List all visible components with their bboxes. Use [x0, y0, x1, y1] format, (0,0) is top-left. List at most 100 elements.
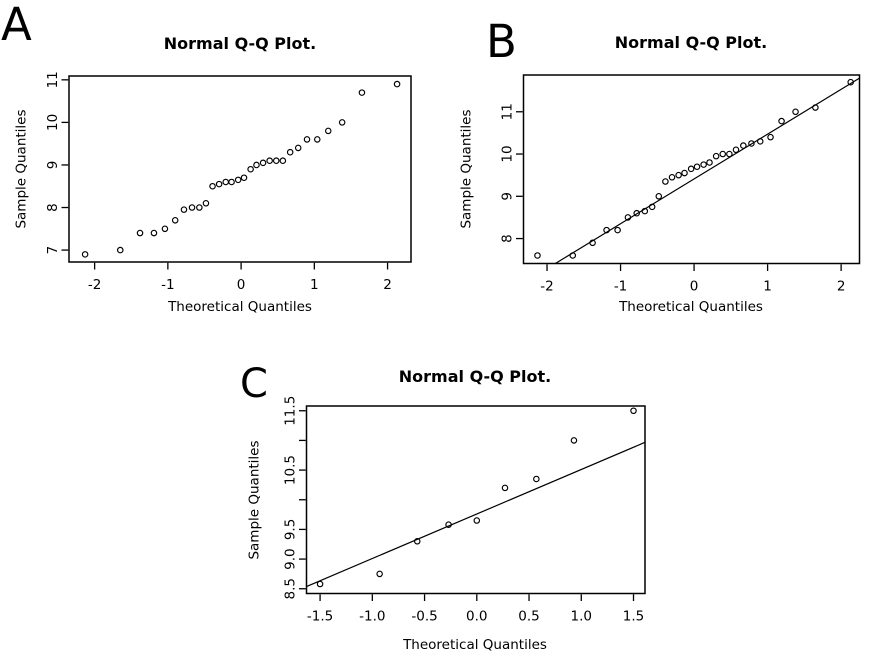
data-point: [756, 138, 764, 145]
y-tick-label: 11: [500, 103, 516, 120]
data-point: [473, 517, 481, 524]
data-point: [358, 89, 366, 96]
y-tick-label: 9.0: [283, 548, 299, 569]
data-point: [630, 407, 637, 415]
data-point: [161, 225, 169, 233]
plot-box: [305, 405, 646, 595]
x-tick-label: -1: [614, 279, 627, 295]
x-tick-label: 1: [763, 279, 772, 295]
panel-a-yaxis-label: Sample Quantiles: [13, 109, 30, 229]
panel-a-xaxis-label: Theoretical Quantiles: [168, 299, 312, 315]
data-point: [266, 157, 273, 164]
data-point: [171, 217, 179, 224]
data-point: [614, 226, 621, 234]
panel-c-letter: C: [240, 361, 268, 407]
data-point: [303, 136, 311, 143]
data-point: [253, 161, 260, 169]
data-point: [712, 152, 720, 160]
y-tick-label: 11: [45, 71, 61, 88]
x-tick-label: -2: [88, 277, 101, 293]
data-point: [215, 180, 223, 188]
data-point: [222, 178, 229, 186]
data-point: [740, 142, 747, 149]
data-point: [393, 80, 401, 88]
x-tick-label: 1.0: [571, 609, 592, 625]
data-point: [681, 169, 688, 177]
panel-b-xaxis-label: Theoretical Quantiles: [619, 299, 763, 315]
data-point: [294, 144, 302, 152]
data-point: [748, 140, 755, 147]
data-point: [338, 119, 346, 126]
data-point: [272, 157, 280, 164]
x-tick-label: 1.5: [623, 609, 644, 625]
data-point: [228, 178, 235, 186]
panel-b-letter: B: [486, 15, 517, 68]
x-tick-label: -0.5: [411, 609, 437, 625]
data-point: [662, 178, 669, 185]
x-tick-label: -1: [161, 277, 174, 293]
data-point: [641, 207, 649, 215]
data-point: [234, 176, 242, 184]
data-point: [316, 580, 324, 588]
data-point: [648, 203, 656, 211]
panel-c-title: Normal Q-Q Plot.: [398, 367, 552, 386]
panel-c-plot: -1.5 -1.0 -0.5 0.0 0.5 1.0 1.5 8.5 9.0 9.5 10.5 11.…: [283, 396, 646, 625]
qq-reference-line: [306, 441, 646, 588]
x-tick-label: 2: [383, 277, 392, 293]
y-tick-label: 9.5: [283, 519, 299, 540]
data-point: [589, 239, 596, 247]
data-point: [209, 182, 216, 190]
data-point: [792, 108, 799, 116]
x-tick-label: -1.5: [307, 609, 333, 625]
panel-b-title: Normal Q-Q Plot.: [614, 33, 768, 52]
data-point: [633, 209, 641, 217]
data-point: [247, 165, 254, 173]
y-tick-label: 10.5: [283, 455, 299, 485]
data-point: [376, 570, 383, 578]
x-tick-label: 2: [837, 279, 846, 295]
data-point: [706, 159, 713, 166]
x-tick-label: 1: [310, 277, 319, 293]
data-point: [687, 165, 695, 173]
data-point: [603, 226, 610, 234]
plot-box: [522, 74, 861, 265]
data-point: [726, 150, 733, 158]
data-point: [202, 199, 210, 207]
x-tick-label: 0.5: [518, 609, 539, 625]
data-point: [313, 136, 321, 143]
y-tick-label: 8: [45, 203, 61, 212]
data-point: [534, 252, 541, 259]
data-point: [286, 148, 294, 156]
data-point: [655, 193, 663, 200]
x-tick-label: 0: [237, 277, 246, 293]
data-point: [259, 159, 267, 167]
data-point: [180, 206, 188, 213]
panel-a-plot: -2 -1 0 1 2 7 8 9 10 11: [45, 71, 412, 293]
plot-box: [68, 75, 412, 263]
x-tick-label: 0: [690, 279, 699, 295]
y-tick-label: 7: [45, 246, 61, 255]
data-point: [188, 204, 196, 211]
y-tick-label: 10: [500, 145, 516, 162]
data-point: [569, 252, 577, 259]
y-tick-label: 9: [500, 192, 516, 201]
data-point: [150, 229, 158, 237]
y-tick-label: 9: [45, 161, 61, 170]
panel-a-title: Normal Q-Q Plot.: [163, 34, 317, 53]
data-point: [136, 229, 144, 237]
panel-a-letter: A: [1, 0, 32, 51]
panel-c-xaxis-label: Theoretical Quantiles: [403, 637, 547, 653]
data-point: [240, 174, 248, 182]
y-tick-label: 8: [500, 234, 516, 243]
data-point: [812, 104, 819, 111]
x-tick-label: 0.0: [466, 609, 487, 625]
data-point: [693, 163, 701, 170]
data-point: [570, 437, 578, 444]
data-point: [324, 127, 332, 135]
data-point: [732, 146, 740, 154]
data-point: [847, 78, 854, 86]
panel-c-yaxis-label: Sample Quantiles: [246, 440, 263, 560]
data-point: [767, 133, 774, 141]
